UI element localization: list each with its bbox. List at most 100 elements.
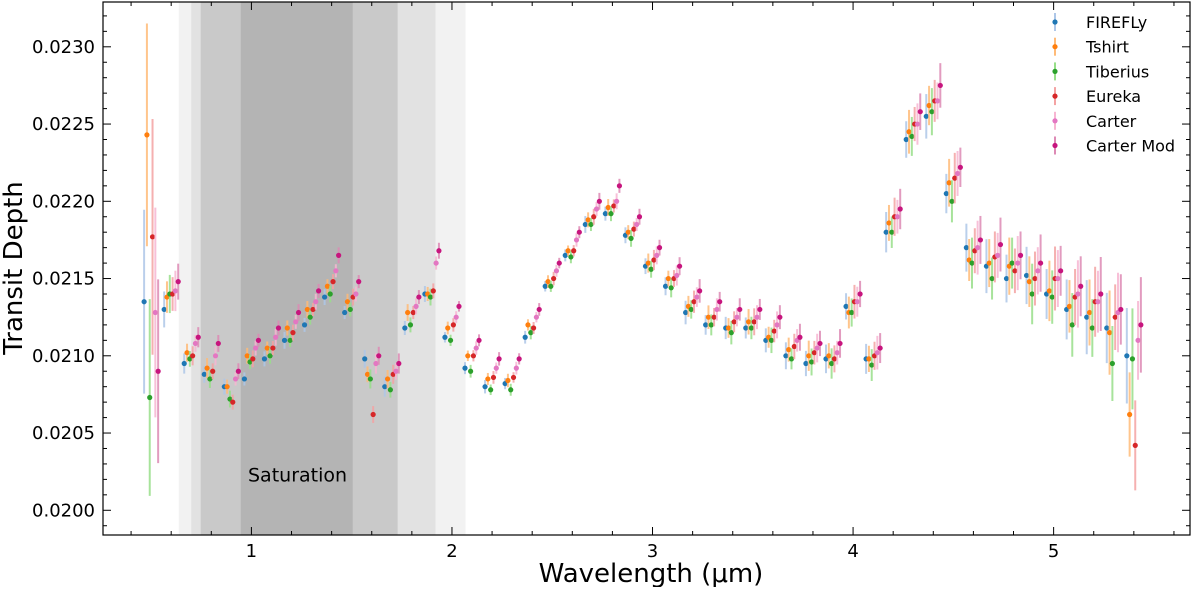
x-tick-label: 2	[446, 541, 457, 562]
data-point	[648, 266, 654, 272]
data-point	[485, 376, 491, 382]
data-point	[1129, 356, 1136, 362]
data-point	[837, 340, 843, 347]
data-point	[817, 340, 823, 347]
data-point	[625, 229, 631, 235]
data-point	[874, 350, 880, 356]
data-point	[496, 356, 502, 362]
data-point	[1029, 291, 1035, 297]
data-point	[241, 376, 247, 382]
data-point	[367, 376, 373, 382]
data-point	[307, 314, 313, 320]
data-point	[327, 291, 333, 297]
data-point	[877, 345, 883, 351]
data-point	[155, 368, 161, 374]
data-point	[402, 325, 408, 331]
data-point	[149, 234, 156, 240]
data-point	[347, 306, 353, 313]
data-point	[230, 399, 236, 405]
data-point	[771, 328, 777, 334]
data-point	[1049, 294, 1055, 300]
data-point	[525, 322, 531, 328]
data-point	[1124, 353, 1130, 359]
data-point	[654, 252, 660, 258]
data-point	[774, 322, 780, 328]
data-point	[287, 337, 293, 343]
data-point	[777, 314, 783, 320]
data-point	[324, 283, 331, 289]
data-point	[937, 82, 943, 89]
data-point	[427, 294, 434, 300]
y-tick-label: 0.0230	[32, 37, 95, 58]
data-point	[1058, 268, 1064, 274]
data-point	[212, 353, 219, 359]
legend-label: Tiberius	[1085, 62, 1149, 81]
legend-marker	[1052, 68, 1058, 74]
data-point	[445, 325, 451, 331]
data-point	[207, 376, 213, 382]
data-point	[986, 260, 992, 266]
data-point	[175, 279, 181, 285]
legend-entry: Tshirt	[1052, 37, 1129, 57]
series-tiberius	[147, 88, 1136, 496]
data-point	[1106, 330, 1113, 336]
data-point	[273, 334, 279, 340]
series-firefly	[141, 94, 1130, 404]
data-point	[593, 206, 600, 212]
data-point	[1089, 325, 1095, 331]
data-point	[456, 303, 462, 309]
data-point	[551, 275, 557, 282]
data-point	[628, 235, 634, 241]
data-point	[436, 248, 442, 254]
data-point	[382, 384, 388, 390]
y-tick-label: 0.0225	[32, 114, 95, 135]
data-point	[909, 133, 915, 140]
data-point	[210, 368, 216, 374]
legend-label: FIREFLy	[1086, 13, 1147, 32]
data-point	[571, 248, 577, 254]
data-point	[903, 136, 909, 143]
data-point	[1026, 279, 1032, 285]
legend-marker	[1052, 44, 1058, 50]
data-point	[697, 288, 703, 294]
data-point	[591, 214, 597, 220]
data-point	[293, 319, 299, 325]
data-point	[410, 309, 416, 316]
data-point	[634, 221, 640, 228]
data-point	[934, 98, 941, 104]
data-point	[843, 303, 849, 309]
data-point	[783, 353, 789, 359]
data-point	[322, 294, 328, 300]
data-point	[786, 347, 792, 353]
legend-label: Tshirt	[1085, 38, 1129, 57]
data-point	[1075, 291, 1081, 297]
axis-ticks	[103, 2, 1190, 535]
legend-marker	[1052, 142, 1058, 149]
data-point	[405, 309, 411, 316]
data-point	[508, 387, 514, 393]
data-point	[997, 241, 1004, 248]
data-point	[608, 211, 614, 217]
data-point	[568, 254, 574, 260]
data-point	[488, 387, 494, 393]
data-point	[694, 294, 700, 300]
data-point	[1078, 283, 1084, 289]
data-point	[674, 272, 680, 279]
data-point	[264, 345, 270, 351]
data-point	[315, 288, 322, 294]
data-point	[923, 113, 929, 119]
legend-entry: Tiberius	[1052, 62, 1149, 81]
data-point	[1035, 268, 1041, 274]
data-point	[588, 221, 594, 228]
legend-entry: Carter Mod	[1052, 136, 1175, 156]
data-point	[513, 365, 519, 371]
data-point	[957, 164, 963, 170]
legend-label: Carter	[1086, 112, 1137, 131]
data-point	[728, 330, 734, 336]
data-point	[353, 291, 359, 297]
data-point	[949, 198, 955, 204]
data-point	[614, 198, 620, 204]
data-point	[1118, 306, 1124, 313]
data-point	[530, 325, 537, 331]
y-tick-label: 0.0210	[32, 346, 95, 367]
